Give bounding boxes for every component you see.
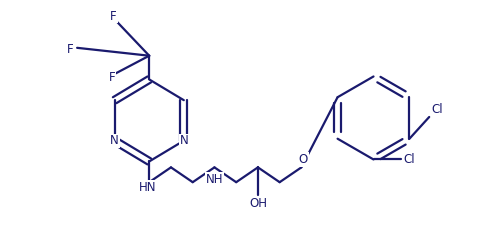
Text: F: F	[108, 71, 115, 84]
Text: N: N	[110, 134, 119, 147]
Text: F: F	[67, 43, 73, 56]
Text: NH: NH	[205, 173, 223, 186]
Text: OH: OH	[248, 198, 267, 210]
Text: F: F	[110, 10, 117, 23]
Text: O: O	[298, 153, 308, 166]
Text: HN: HN	[138, 181, 156, 194]
Text: Cl: Cl	[402, 153, 414, 166]
Text: N: N	[179, 134, 188, 147]
Text: Cl: Cl	[430, 103, 442, 116]
